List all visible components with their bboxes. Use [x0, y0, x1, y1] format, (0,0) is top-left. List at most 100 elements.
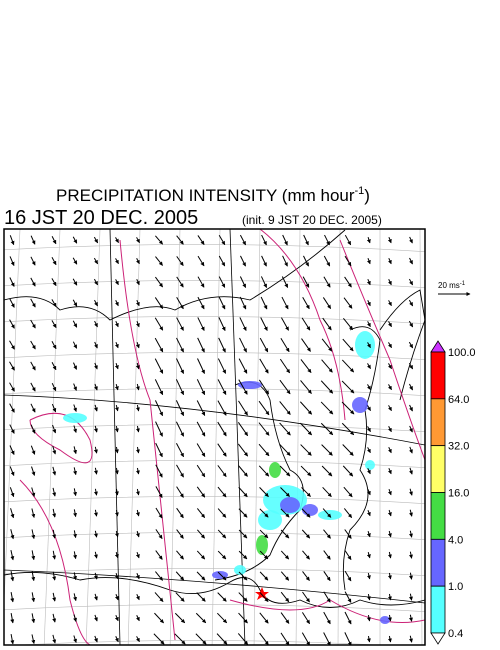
wind-arrow — [9, 466, 15, 477]
wind-arrow — [135, 551, 140, 559]
wind-arrow — [197, 358, 205, 374]
wind-arrow — [174, 612, 186, 624]
wind-arrow — [388, 300, 392, 307]
wind-arrow — [217, 400, 227, 416]
wind-arrow — [302, 296, 310, 310]
wind-arrow — [31, 634, 36, 645]
wind-arrow — [259, 337, 269, 353]
wind-arrow — [31, 487, 36, 497]
wind-arrow — [52, 550, 57, 560]
grid-line — [4, 352, 425, 360]
grid-line — [253, 229, 261, 645]
wind-arrow — [176, 486, 184, 498]
wind-arrow — [279, 444, 291, 456]
wind-arrow — [93, 236, 99, 244]
wind-arrow — [387, 236, 392, 244]
wind-arrow — [408, 362, 414, 370]
wind-arrow — [72, 236, 78, 244]
wind-arrow — [114, 615, 119, 622]
wind-arrow — [408, 320, 414, 328]
wind-arrow — [366, 593, 371, 601]
wind-arrow — [238, 612, 248, 624]
wind-arrow — [217, 358, 227, 374]
wind-arrow — [321, 338, 333, 352]
wind-arrow — [387, 447, 392, 454]
wind-arrow — [387, 509, 392, 517]
wind-arrow — [94, 383, 98, 391]
wind-arrow — [94, 572, 98, 580]
wind-arrow — [409, 236, 413, 244]
wind-arrow — [344, 529, 352, 539]
wind-arrow — [30, 319, 36, 329]
wind-arrow — [52, 487, 57, 497]
wind-arrow — [409, 467, 413, 475]
wind-arrow — [279, 379, 291, 395]
wind-arrow — [31, 571, 36, 582]
wind-arrow — [279, 401, 291, 415]
wind-arrow — [31, 592, 36, 603]
wind-arrow — [136, 237, 140, 244]
wind-arrow — [115, 258, 119, 265]
wind-arrow — [260, 276, 268, 288]
valid-time: 16 JST 20 DEC. 2005 — [4, 207, 198, 229]
wind-arrow — [135, 299, 140, 307]
wind-arrow — [301, 508, 311, 518]
colorbar-segment — [430, 538, 446, 587]
wind-arrow — [259, 508, 269, 518]
wind-arrow — [94, 404, 98, 412]
grid-line — [4, 496, 425, 504]
wind-arrow — [387, 551, 392, 559]
wind-arrow — [408, 341, 414, 349]
wind-arrow — [218, 235, 226, 246]
grid-line — [4, 424, 425, 432]
wind-arrow — [114, 551, 119, 559]
wind-arrow — [196, 421, 206, 437]
wind-arrow — [114, 636, 119, 643]
wind-arrow — [10, 613, 15, 624]
wind-arrow — [259, 612, 269, 624]
grid-line — [4, 604, 425, 612]
wind-arrow — [94, 341, 98, 349]
wind-arrow — [409, 593, 413, 601]
wind-arrow — [366, 572, 371, 580]
wind-arrow — [321, 465, 333, 477]
wind-arrow — [197, 337, 205, 353]
colorbar-label: 1.0 — [448, 581, 463, 593]
wind-arrow — [30, 277, 36, 287]
wind-arrow — [323, 529, 331, 539]
wind-arrow — [342, 444, 354, 456]
wind-arrow — [175, 379, 185, 396]
wind-arrow — [154, 379, 164, 396]
wind-arrow — [175, 421, 185, 437]
wind-arrow — [94, 320, 98, 328]
wind-arrow — [72, 278, 78, 286]
wind-arrow — [322, 508, 332, 518]
map-frame — [3, 228, 426, 646]
wind-arrow — [195, 612, 207, 624]
wind-arrow — [136, 258, 140, 265]
grid-line — [229, 229, 246, 645]
grid-line — [419, 229, 423, 645]
wind-arrow — [52, 466, 57, 476]
wind-arrow — [30, 235, 36, 245]
wind-arrow — [259, 632, 269, 645]
wind-arrow — [10, 592, 15, 603]
wind-arrow — [31, 529, 36, 540]
wind-arrow — [94, 362, 98, 370]
wind-arrow — [387, 488, 392, 496]
wind-arrow — [366, 635, 371, 643]
wind-arrow — [238, 465, 248, 477]
grid-line — [13, 640, 384, 645]
wind-arrow — [176, 296, 184, 310]
wind-arrow — [135, 279, 140, 286]
wind-arrow — [9, 298, 15, 308]
wind-arrow — [344, 550, 352, 561]
wind-arrow — [237, 443, 249, 457]
wind-arrow — [135, 404, 140, 412]
wind-arrow — [238, 571, 248, 581]
wind-arrow — [114, 467, 119, 475]
wind-arrow — [366, 614, 371, 622]
wind-arrow — [51, 236, 57, 245]
wind-arrow — [281, 276, 289, 288]
